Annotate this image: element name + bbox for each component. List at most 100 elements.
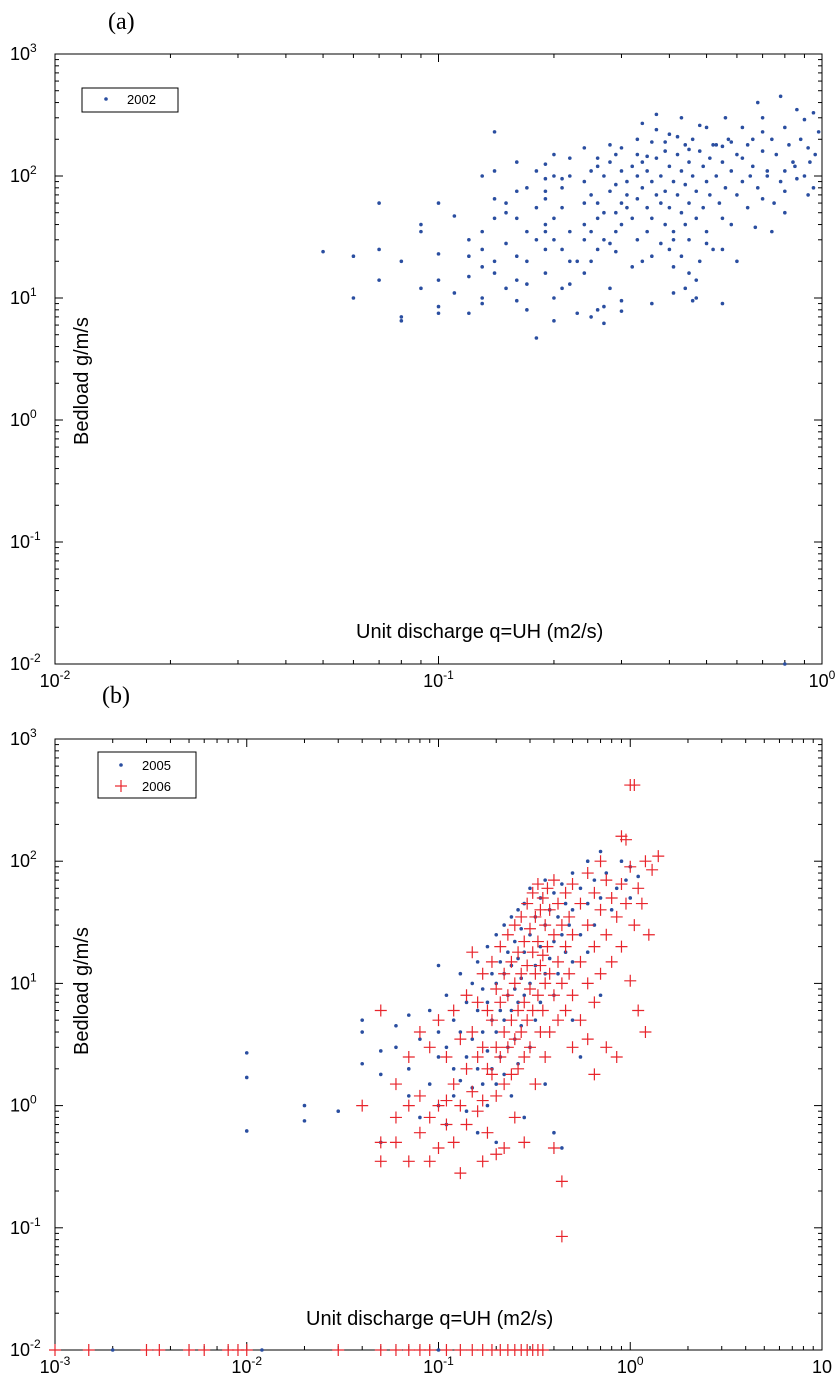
data-point: [650, 140, 654, 144]
data-point: [760, 149, 765, 153]
data-point: [646, 863, 659, 876]
data-point: [505, 955, 518, 968]
data-point: [783, 125, 787, 130]
data-point: [522, 1115, 527, 1120]
data-point: [552, 319, 556, 323]
data-point: [514, 278, 519, 282]
x-tick-base: 10: [809, 671, 829, 691]
data-point: [679, 115, 684, 120]
data-point: [602, 321, 606, 326]
data-point: [543, 229, 548, 234]
data-point: [538, 944, 543, 949]
x-tick-exponent: -1: [443, 1354, 454, 1368]
data-point: [704, 229, 709, 234]
data-point: [336, 1109, 341, 1113]
legend-box: [81, 87, 179, 113]
data-point: [595, 156, 600, 160]
data-point: [635, 174, 640, 178]
y-tick-base: 10: [10, 410, 30, 430]
data-point: [619, 859, 624, 863]
data-point: [402, 1099, 415, 1112]
data-point: [423, 1344, 436, 1356]
data-point: [614, 182, 618, 187]
x-tick-base: 10: [40, 1357, 60, 1377]
data-point: [720, 160, 725, 164]
data-point: [374, 1344, 387, 1356]
data-point: [447, 1004, 460, 1017]
data-point: [436, 311, 441, 316]
data-point: [440, 1050, 453, 1063]
data-point: [515, 910, 528, 923]
data-point: [505, 1068, 518, 1081]
data-point: [640, 259, 645, 264]
data-point: [543, 1082, 547, 1086]
data-point: [466, 1344, 479, 1356]
data-point: [704, 241, 709, 246]
y-tick-base: 10: [10, 654, 30, 674]
data-point: [351, 296, 356, 300]
x-tick-label: 10-1: [423, 668, 454, 691]
x-tick-exponent: -1: [443, 668, 454, 682]
data-point: [394, 1023, 398, 1028]
data-point: [663, 222, 667, 227]
y-tick-base: 10: [10, 166, 30, 186]
data-point: [609, 908, 614, 912]
data-point: [501, 1041, 514, 1054]
data-point: [663, 140, 667, 144]
data-point: [436, 1055, 441, 1059]
data-point: [485, 1014, 498, 1027]
data-point: [494, 1050, 507, 1063]
data-point: [592, 923, 597, 927]
data-point: [697, 123, 702, 128]
data-point: [595, 216, 600, 221]
data-point: [351, 254, 356, 259]
data-point: [560, 186, 564, 190]
data-point: [636, 874, 640, 879]
x-tick-exponent: -2: [60, 668, 71, 682]
data-point: [600, 1041, 613, 1054]
data-point: [543, 271, 548, 275]
data-point: [642, 928, 655, 941]
data-point: [708, 193, 712, 197]
data-point: [581, 867, 594, 880]
data-point: [552, 174, 556, 178]
data-point: [492, 197, 497, 201]
data-point: [440, 1118, 453, 1131]
data-point: [539, 919, 552, 932]
data-point: [608, 160, 612, 164]
data-point: [321, 249, 325, 254]
data-point: [582, 179, 587, 184]
data-point: [654, 156, 659, 160]
data-point: [440, 1094, 453, 1107]
y-tick-base: 10: [10, 288, 30, 308]
data-point: [501, 989, 514, 1002]
data-point: [399, 319, 404, 323]
data-point: [711, 247, 715, 252]
data-point: [783, 189, 787, 194]
data-point: [671, 265, 676, 269]
data-point: [760, 197, 765, 201]
data-point: [406, 1067, 411, 1071]
data-point: [783, 169, 787, 173]
data-point: [640, 186, 645, 190]
data-point: [697, 259, 702, 264]
data-point: [432, 1014, 445, 1027]
data-point: [521, 897, 534, 910]
series-2005: [110, 849, 640, 1352]
data-point: [588, 1068, 601, 1081]
data-point: [467, 311, 471, 316]
data-point: [556, 915, 560, 919]
data-point: [560, 205, 564, 210]
data-point: [492, 169, 497, 173]
data-point: [476, 1041, 489, 1054]
y-tick-exponent: 2: [30, 848, 37, 862]
data-point: [645, 169, 649, 173]
data-point: [568, 229, 572, 234]
data-point: [783, 662, 787, 666]
data-point: [595, 308, 600, 312]
data-point: [582, 222, 587, 227]
panel-label: (a): [108, 9, 135, 35]
data-point: [711, 143, 715, 147]
data-point: [538, 1000, 543, 1005]
y-tick-exponent: 3: [30, 41, 37, 55]
